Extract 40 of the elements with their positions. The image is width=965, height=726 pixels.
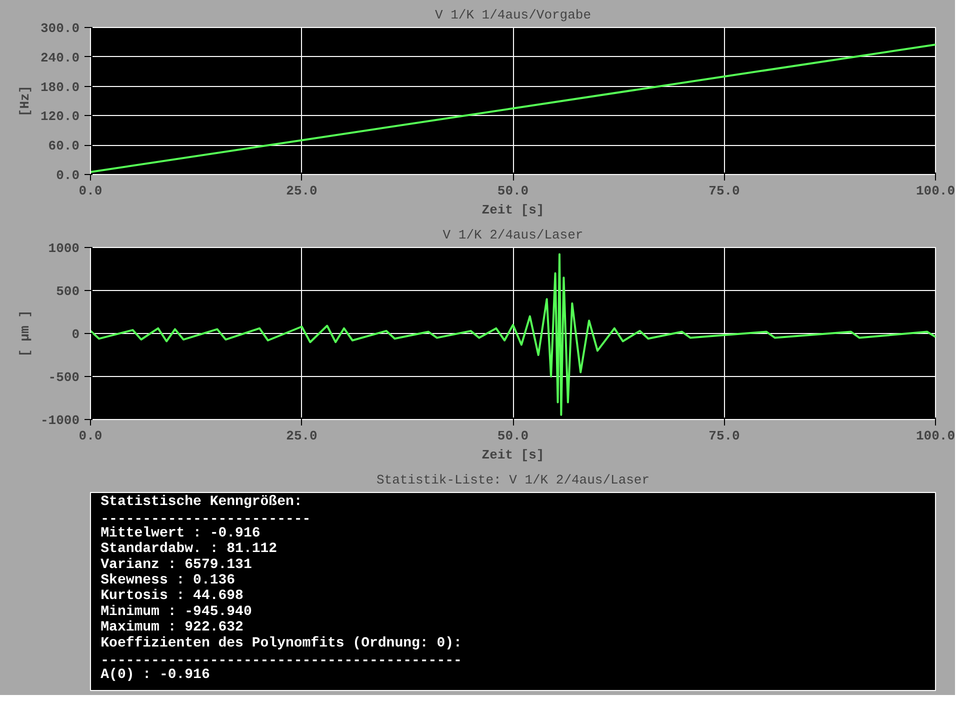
y-tick-label: 500 [56, 284, 80, 299]
x-tick-label: 100.0 [916, 428, 956, 444]
chart-title: V 1/K 1/4aus/Vorgabe [434, 8, 592, 22]
x-tick-label: 0.0 [78, 184, 102, 198]
text: Statistik-Liste: V 1/K 2/4aus/Laser [376, 472, 650, 488]
text: Koeffizienten des Polynomfits (Ordnung: 0): [100, 635, 462, 652]
y-tick-label: 300.0 [40, 21, 80, 36]
line-series [90, 253, 936, 416]
text: Skewness : 0.136 [100, 572, 236, 588]
y-tick-label: 120.0 [40, 109, 80, 124]
text: Kurtosis : 44.698 [100, 588, 244, 604]
x-tick-label: 75.0 [708, 428, 740, 444]
y-axis-title: [Hz] [17, 85, 32, 117]
x-tick-label: 50.0 [497, 428, 529, 444]
text: Statistische Kenngrößen: [100, 494, 302, 510]
y-tick-label: 0 [72, 327, 80, 342]
line-series [90, 44, 936, 174]
y-tick-label: -1000 [40, 413, 80, 428]
x-tick-label: 25.0 [286, 184, 318, 198]
x-tick-label: 50.0 [497, 184, 529, 198]
text: Standardabw. : 81.112 [100, 541, 278, 558]
text: A(0) : -0.916 [100, 666, 210, 683]
y-axis-title: [ µm ] [17, 310, 32, 357]
y-tick-label: 240.0 [40, 50, 80, 66]
x-tick-label: 0.0 [78, 428, 102, 444]
y-tick-label: 1000 [48, 241, 80, 256]
x-tick-label: 25.0 [286, 428, 318, 444]
x-axis-title: Zeit [s] [482, 202, 544, 218]
text: Maximum : 922.632 [100, 620, 244, 636]
x-tick-label: 75.0 [708, 184, 740, 198]
text: Varianz : 6579.131 [100, 556, 252, 573]
text: Minimum : -945.940 [100, 604, 252, 620]
y-tick-label: -500 [48, 370, 80, 385]
text: Mittelwert : -0.916 [100, 525, 260, 542]
y-tick-label: 180.0 [40, 80, 80, 95]
chart-title: V 1/K 2/4aus/Laser [442, 228, 584, 242]
x-tick-label: 100.0 [916, 184, 956, 198]
y-tick-label: 0.0 [56, 168, 80, 183]
y-tick-label: 60.0 [48, 138, 80, 154]
x-axis-title: Zeit [s] [482, 448, 544, 462]
